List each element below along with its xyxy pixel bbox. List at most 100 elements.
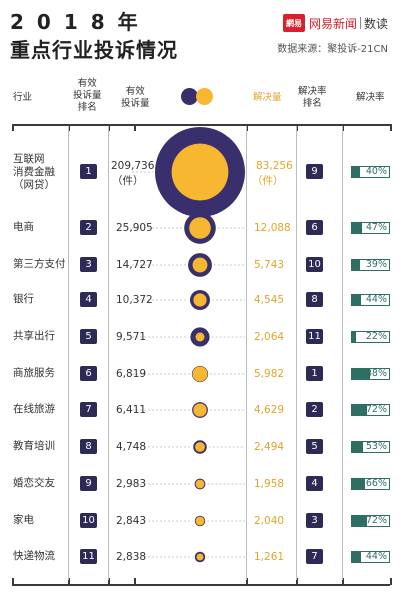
resolution-rate-fill	[352, 405, 367, 415]
resolution-rate-label: 66%	[365, 478, 387, 489]
resolution-rank-badge: 7	[306, 549, 323, 564]
resolution-rate-fill	[352, 260, 360, 270]
resolution-rate-bar: 53%	[351, 441, 390, 453]
column-divider	[108, 126, 109, 580]
axis-tick	[12, 578, 14, 585]
resolution-rate-fill	[352, 295, 361, 305]
resolution-rank-badge: 5	[306, 439, 323, 454]
page-title: 重点行业投诉情况	[10, 38, 178, 62]
resolution-rank-badge: 9	[306, 164, 323, 179]
resolution-rate-fill	[352, 167, 361, 177]
industry-label: 第三方支付	[13, 258, 66, 270]
industry-label: 商旅服务	[13, 367, 55, 379]
complaint-rank-badge: 10	[80, 513, 97, 528]
industry-label: 在线旅游	[13, 403, 55, 415]
axis-tick	[390, 578, 392, 585]
resolution-rate-fill	[352, 479, 366, 489]
resolution-rank-badge: 10	[306, 257, 323, 272]
complaints-value: 14,727	[116, 259, 153, 271]
brand: 網易 网易新闻 数读	[282, 14, 388, 32]
resolved-value: 2,040	[254, 515, 285, 527]
table-top-rule	[12, 124, 390, 126]
resolution-rate-label: 44%	[365, 551, 387, 562]
netease-logo-icon: 網易	[282, 14, 305, 32]
col-header-resolution-rate: 解决率	[356, 92, 385, 103]
brand-column: 数读	[363, 16, 388, 31]
complaint-rank-badge: 7	[80, 402, 97, 417]
resolution-rate-label: 39%	[365, 259, 387, 270]
resolution-rank-badge: 8	[306, 292, 323, 307]
resolution-rank-badge: 4	[306, 476, 323, 491]
resolved-bubble	[189, 217, 211, 239]
resolution-rank-badge: 11	[306, 329, 323, 344]
resolution-rate-bar: 72%	[351, 404, 390, 416]
resolution-rate-bar: 22%	[351, 331, 390, 343]
resolved-bubble	[171, 143, 229, 201]
resolved-value: 83,256	[256, 160, 293, 172]
resolved-bubble	[196, 553, 204, 561]
resolved-bubble	[192, 366, 208, 382]
resolved-bubble	[195, 332, 205, 342]
resolution-rate-label: 40%	[365, 166, 387, 177]
complaint-rank-badge: 3	[80, 257, 97, 272]
complaint-rank-badge: 5	[80, 329, 97, 344]
axis-tick	[108, 578, 110, 585]
data-source: 数据来源：聚投诉-21CN	[277, 44, 388, 55]
resolved-value: 1,958	[254, 478, 285, 490]
complaints-value: 25,905	[116, 222, 153, 234]
col-header-resolution-rank: 解决率 排名	[298, 86, 327, 109]
resolved-value: 4,629	[254, 404, 285, 416]
resolution-rate-fill	[352, 552, 361, 562]
axis-tick	[296, 578, 298, 585]
resolution-rate-fill	[352, 369, 370, 379]
resolution-rate-bar: 72%	[351, 515, 390, 527]
resolution-rate-label: 22%	[365, 331, 387, 342]
industry-label: 电商	[13, 221, 34, 233]
industry-label: 互联网 消费金融 （网贷）	[13, 153, 55, 191]
resolution-rate-bar: 47%	[351, 222, 390, 234]
brand-divider	[359, 17, 361, 29]
complaints-value: 4,748	[116, 441, 147, 453]
complaints-value: 6,411	[116, 404, 147, 416]
resolution-rate-label: 72%	[365, 515, 387, 526]
axis-tick	[12, 124, 14, 131]
complaint-rank-badge: 2	[80, 220, 97, 235]
complaint-rank-badge: 9	[80, 476, 97, 491]
resolution-rate-bar: 66%	[351, 478, 390, 490]
year-heading: 2018年	[10, 10, 151, 34]
complaint-rank-badge: 8	[80, 439, 97, 454]
resolution-rate-label: 53%	[365, 441, 387, 452]
resolution-rate-bar: 44%	[351, 294, 390, 306]
resolution-rank-badge: 3	[306, 513, 323, 528]
resolved-bubble	[195, 516, 205, 526]
resolution-rank-badge: 1	[306, 366, 323, 381]
resolved-unit: （件）	[252, 175, 284, 187]
industry-label: 教育培训	[13, 440, 55, 452]
resolution-rank-badge: 2	[306, 402, 323, 417]
table-bottom-rule	[12, 584, 390, 586]
resolved-bubble	[195, 442, 205, 452]
axis-tick	[342, 578, 344, 585]
resolution-rate-fill	[352, 516, 367, 526]
legend-resolved-dot	[196, 88, 213, 105]
col-header-resolved: 解决量	[253, 92, 282, 103]
resolved-value: 2,494	[254, 441, 285, 453]
brand-name: 网易新闻	[308, 16, 357, 31]
industry-label: 共享出行	[13, 330, 55, 342]
axis-tick	[390, 124, 392, 131]
industry-label: 银行	[13, 293, 34, 305]
complaints-value: 2,983	[116, 478, 147, 490]
industry-label: 家电	[13, 514, 34, 526]
legend-complaints-dot	[181, 88, 198, 105]
resolved-value: 5,743	[254, 259, 285, 271]
resolution-rate-label: 44%	[365, 294, 387, 305]
resolution-rate-bar: 40%	[351, 166, 390, 178]
industry-label: 快递物流	[13, 550, 55, 562]
axis-tick	[68, 578, 70, 585]
resolution-rate-label: 47%	[365, 222, 387, 233]
industry-label: 婚恋交友	[13, 477, 55, 489]
complaint-rank-badge: 11	[80, 549, 97, 564]
complaints-unit: （件）	[112, 175, 144, 187]
complaint-rank-badge: 6	[80, 366, 97, 381]
complaints-value: 209,736	[111, 160, 155, 172]
